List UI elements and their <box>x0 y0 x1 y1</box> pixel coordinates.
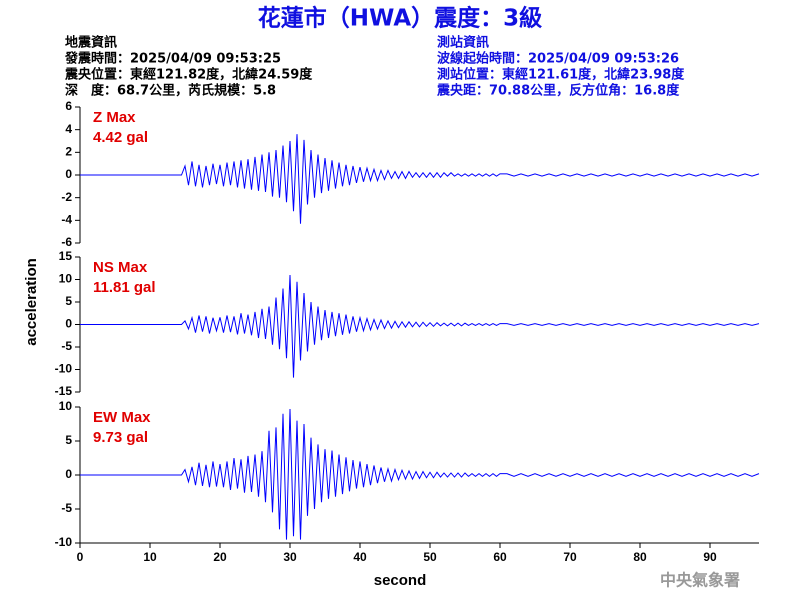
y-tick-label: -4 <box>61 213 72 227</box>
info-right: 波線起始時間：2025/04/09 09:53:26 <box>437 51 679 67</box>
waveform <box>80 134 760 224</box>
y-tick-label: 15 <box>59 249 73 263</box>
y-tick-label: -5 <box>61 339 72 353</box>
y-tick-label: 0 <box>65 317 72 331</box>
x-tick-label: 30 <box>283 550 297 564</box>
y-tick-label: 5 <box>65 433 72 447</box>
chart-title: 花蓮市（HWA）震度：3級 <box>258 5 542 32</box>
x-tick-label: 20 <box>213 550 227 564</box>
x-axis-label: second <box>374 572 427 589</box>
max-annotation: EW Max <box>93 409 151 426</box>
x-tick-label: 90 <box>703 550 717 564</box>
info-left: 地震資訊 <box>65 35 117 51</box>
y-axis-label: acceleration <box>23 258 40 346</box>
y-tick-label: 6 <box>65 99 72 113</box>
y-tick-label: 0 <box>65 467 72 481</box>
max-annotation: 4.42 gal <box>93 129 148 146</box>
max-annotation: NS Max <box>93 259 148 276</box>
x-tick-label: 40 <box>353 550 367 564</box>
x-tick-label: 10 <box>143 550 157 564</box>
y-tick-label: 4 <box>65 122 72 136</box>
info-left: 震央位置：東經121.82度，北緯24.59度 <box>64 67 313 83</box>
y-tick-label: 10 <box>59 272 73 286</box>
y-tick-label: -10 <box>55 362 73 376</box>
max-annotation: Z Max <box>93 109 136 126</box>
x-tick-label: 80 <box>633 550 647 564</box>
y-tick-label: 0 <box>65 167 72 181</box>
x-tick-label: 70 <box>563 550 577 564</box>
info-right: 測站資訊 <box>437 35 489 51</box>
y-tick-label: 10 <box>59 399 73 413</box>
y-tick-label: -15 <box>55 384 73 398</box>
y-tick-label: -10 <box>55 535 73 549</box>
info-right: 震央距：70.88公里，反方位角：16.8度 <box>436 83 680 99</box>
y-tick-label: 5 <box>65 294 72 308</box>
info-left: 深 度：68.7公里，芮氏規模：5.8 <box>65 83 276 99</box>
x-tick-label: 0 <box>77 550 84 564</box>
y-tick-label: -2 <box>61 190 72 204</box>
max-annotation: 11.81 gal <box>93 279 156 296</box>
y-tick-label: 2 <box>65 145 72 159</box>
watermark: 中央氣象署 <box>660 571 740 590</box>
x-tick-label: 50 <box>423 550 437 564</box>
y-tick-label: -6 <box>61 235 72 249</box>
waveform <box>80 409 760 540</box>
info-left: 發震時間：2025/04/09 09:53:25 <box>64 51 281 67</box>
x-tick-label: 60 <box>493 550 507 564</box>
waveform <box>80 274 760 378</box>
info-right: 測站位置：東經121.61度，北緯23.98度 <box>437 67 685 83</box>
max-annotation: 9.73 gal <box>93 429 148 446</box>
y-tick-label: -5 <box>61 501 72 515</box>
